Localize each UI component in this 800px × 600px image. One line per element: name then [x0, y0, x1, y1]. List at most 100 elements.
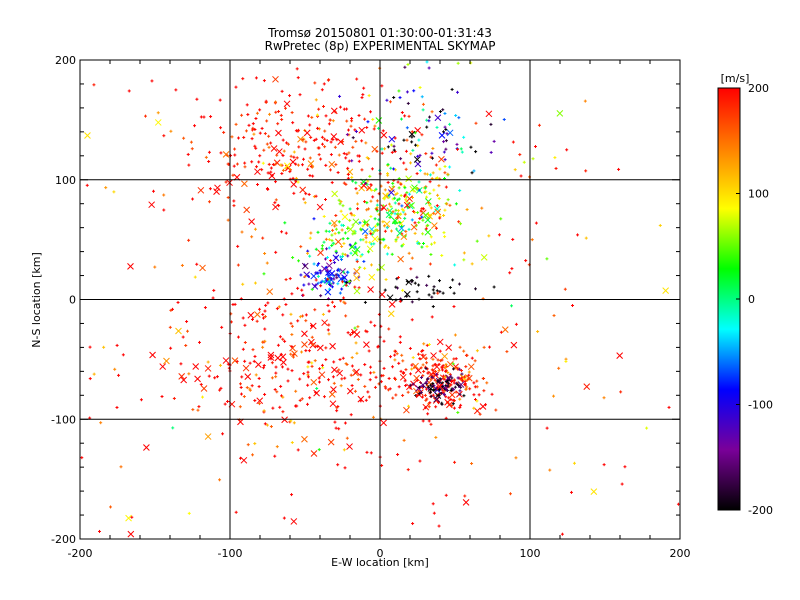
colorbar-tick-label: 200: [748, 82, 769, 95]
data-point: [274, 100, 278, 104]
data-point: [280, 365, 284, 369]
data-point: [328, 270, 336, 277]
data-point: [119, 465, 123, 469]
data-point: [233, 302, 237, 306]
data-point: [235, 162, 239, 166]
data-point: [341, 213, 349, 221]
data-point: [156, 111, 160, 115]
data-point: [331, 241, 335, 245]
data-point: [450, 404, 454, 408]
data-point: [531, 157, 535, 161]
data-point: [187, 163, 191, 167]
data-point: [302, 372, 306, 376]
data-point: [458, 392, 462, 396]
data-point: [334, 163, 338, 167]
data-point: [112, 190, 116, 194]
data-point: [353, 231, 357, 235]
data-point: [433, 241, 437, 245]
data-point: [402, 161, 406, 165]
data-point: [279, 113, 283, 117]
data-point: [410, 363, 414, 367]
data-point: [162, 193, 166, 197]
data-point: [400, 353, 404, 357]
data-point: [191, 408, 195, 412]
data-point: [332, 381, 336, 385]
data-point: [426, 412, 430, 416]
data-point: [430, 151, 434, 155]
data-point: [342, 296, 346, 300]
data-point: [447, 378, 451, 382]
colorbar-tick-label: 100: [748, 188, 769, 201]
data-point: [316, 274, 320, 278]
data-point: [340, 223, 344, 227]
data-point: [257, 402, 261, 406]
data-point: [417, 220, 421, 224]
data-point: [148, 201, 156, 209]
data-point: [299, 273, 303, 277]
data-point: [489, 150, 493, 154]
data-point: [427, 343, 431, 347]
data-point: [434, 208, 442, 216]
data-point: [430, 352, 437, 359]
data-point: [337, 368, 341, 372]
data-point: [424, 366, 428, 370]
data-point: [401, 242, 405, 246]
data-point: [434, 435, 438, 439]
data-point: [376, 344, 380, 348]
data-point: [448, 165, 452, 169]
data-point: [315, 386, 319, 390]
data-point: [396, 286, 400, 290]
data-point: [298, 315, 302, 319]
data-point: [313, 81, 317, 85]
data-point: [421, 108, 425, 112]
data-point: [457, 116, 461, 120]
data-point: [212, 288, 216, 292]
data-point: [342, 270, 346, 274]
data-point: [372, 127, 376, 131]
data-point: [329, 342, 336, 350]
data-point: [169, 129, 173, 133]
data-point: [384, 278, 388, 282]
data-point: [424, 227, 428, 231]
data-point: [398, 335, 402, 339]
data-point: [290, 324, 294, 328]
data-point: [456, 147, 460, 151]
data-point: [423, 190, 427, 194]
data-point: [291, 350, 298, 357]
data-point: [175, 327, 182, 335]
data-point: [400, 244, 404, 248]
data-point: [518, 153, 522, 157]
data-point: [450, 376, 454, 380]
data-point: [253, 281, 257, 285]
data-point: [290, 441, 294, 445]
data-point: [276, 343, 280, 347]
data-point: [289, 419, 293, 423]
data-point: [414, 143, 418, 147]
data-point: [224, 180, 228, 184]
data-point: [303, 275, 307, 279]
data-point: [250, 160, 254, 164]
data-point: [510, 341, 518, 349]
data-point: [367, 395, 371, 399]
data-point: [328, 118, 332, 122]
data-point: [255, 111, 259, 115]
data-point: [258, 154, 262, 158]
data-point: [278, 335, 282, 339]
data-point: [320, 363, 324, 367]
data-point: [284, 278, 288, 282]
data-point: [465, 353, 469, 357]
data-point: [213, 376, 217, 380]
data-point: [284, 303, 288, 307]
data-point: [297, 145, 301, 149]
data-point: [392, 96, 396, 100]
data-point: [327, 438, 335, 446]
data-point: [244, 129, 248, 133]
data-point: [446, 129, 454, 137]
data-point: [368, 174, 372, 178]
data-point: [345, 133, 349, 137]
data-point: [162, 208, 166, 212]
data-point: [345, 119, 349, 123]
data-point: [373, 229, 377, 233]
data-point: [439, 359, 443, 363]
data-point: [434, 363, 438, 367]
